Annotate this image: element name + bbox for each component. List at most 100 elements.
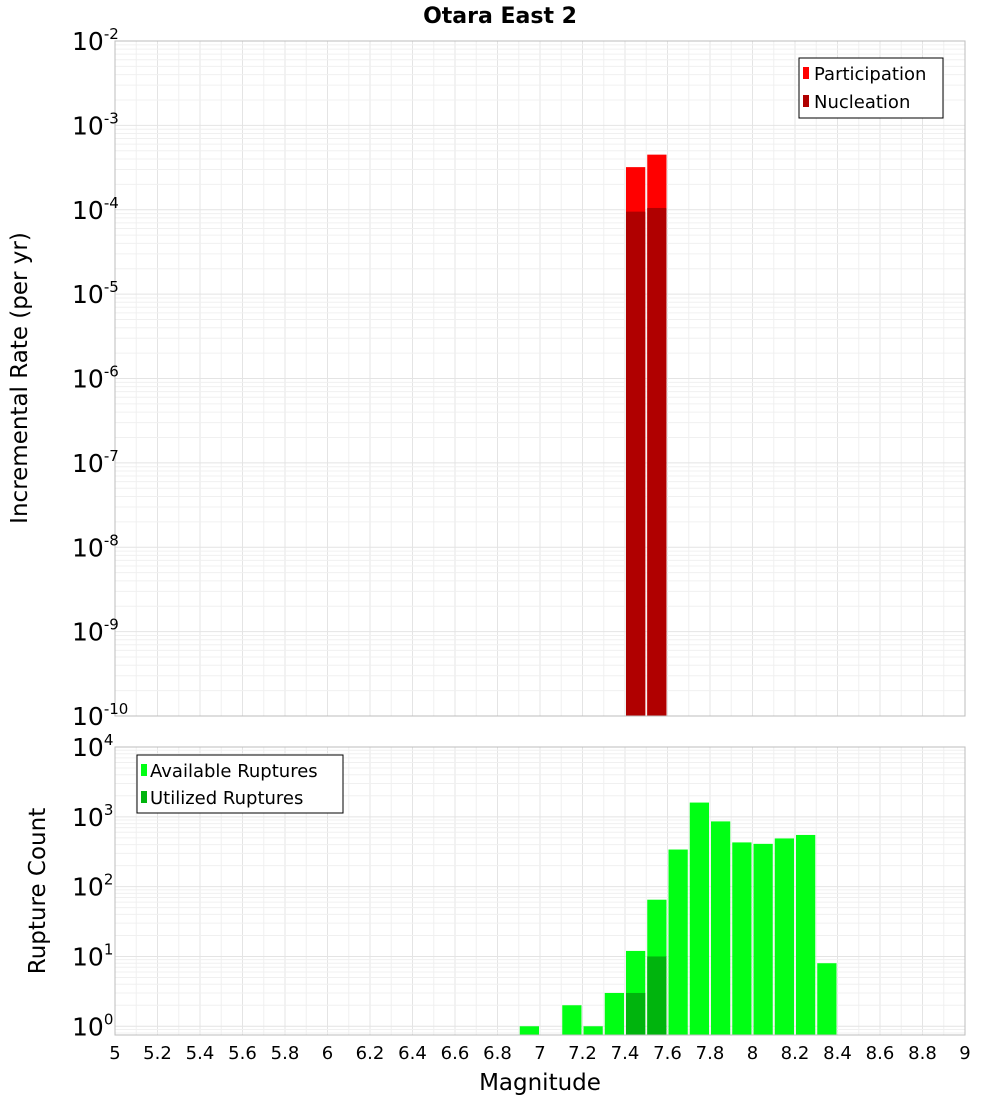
utilized-legend-swatch bbox=[141, 791, 147, 803]
y-tick-base: 10 bbox=[72, 449, 104, 478]
y-tick-label: 10-7 bbox=[72, 447, 119, 478]
utilized-ruptures-bar-m7_45 bbox=[626, 992, 646, 1035]
bottom-legend-box bbox=[136, 754, 344, 814]
x-tick-label: 6.4 bbox=[398, 1043, 427, 1064]
y-tick-label: 10-10 bbox=[72, 700, 128, 731]
y-tick-label: 10-8 bbox=[72, 531, 119, 562]
participation-legend-label: Participation bbox=[814, 64, 926, 85]
available-ruptures-bar-m6_95 bbox=[519, 1026, 539, 1035]
y-tick-base: 10 bbox=[72, 873, 104, 902]
x-tick-label: 5.4 bbox=[186, 1043, 215, 1064]
x-tick-label: 7.4 bbox=[611, 1043, 640, 1064]
y-tick-label: 102 bbox=[72, 871, 113, 902]
y-tick-label: 10-5 bbox=[72, 278, 119, 309]
bottom-y-axis-label: Rupture Count bbox=[25, 808, 51, 974]
x-axis-label: Magnitude bbox=[479, 1070, 601, 1096]
y-tick-base: 10 bbox=[72, 196, 104, 225]
participation-legend-swatch bbox=[803, 67, 809, 79]
nucleation-bar-m7_55 bbox=[647, 207, 667, 716]
available-ruptures-bar-m7_65 bbox=[668, 849, 688, 1035]
y-tick-base: 10 bbox=[72, 111, 104, 140]
x-tick-label: 8.2 bbox=[781, 1043, 810, 1064]
y-tick-base: 10 bbox=[72, 803, 104, 832]
x-tick-label: 6 bbox=[322, 1043, 333, 1064]
x-tick-label: 5.2 bbox=[143, 1043, 172, 1064]
chart-title: Otara East 2 bbox=[423, 4, 577, 29]
y-tick-base: 10 bbox=[72, 27, 104, 56]
top-y-axis-label: Incremental Rate (per yr) bbox=[7, 232, 33, 524]
top-legend: Participation Nucleation bbox=[798, 57, 944, 119]
y-tick-base: 10 bbox=[72, 280, 104, 309]
y-tick-exponent: 2 bbox=[104, 871, 114, 889]
x-tick-label: 6.2 bbox=[356, 1043, 385, 1064]
y-tick-label: 10-6 bbox=[72, 363, 119, 394]
incremental-rate-panel: 10-210-310-410-510-610-710-810-910-10 In… bbox=[7, 25, 966, 731]
available-ruptures-bar-m7_25 bbox=[583, 1026, 603, 1035]
x-tick-label: 9 bbox=[959, 1043, 970, 1064]
x-tick-label: 6.6 bbox=[441, 1043, 470, 1064]
available-ruptures-bar-m7_95 bbox=[732, 842, 752, 1035]
available-ruptures-bar-m8_35 bbox=[817, 963, 837, 1035]
top-y-tick-labels: 10-210-310-410-510-610-710-810-910-10 bbox=[72, 25, 128, 731]
y-tick-label: 100 bbox=[72, 1010, 113, 1041]
x-tick-label: 7.8 bbox=[696, 1043, 725, 1064]
y-tick-label: 101 bbox=[72, 940, 113, 971]
bottom-bars bbox=[519, 802, 837, 1035]
x-tick-label: 7.2 bbox=[568, 1043, 597, 1064]
y-tick-label: 104 bbox=[72, 731, 113, 762]
y-tick-label: 10-3 bbox=[72, 109, 119, 140]
y-tick-label: 10-9 bbox=[72, 616, 119, 647]
y-tick-exponent: -3 bbox=[104, 109, 119, 127]
y-tick-exponent: -2 bbox=[104, 25, 119, 43]
y-tick-exponent: -6 bbox=[104, 363, 119, 381]
x-tick-label: 5 bbox=[109, 1043, 120, 1064]
y-tick-base: 10 bbox=[72, 1012, 104, 1041]
available-ruptures-bar-m8_15 bbox=[774, 838, 794, 1035]
bottom-plot-frame bbox=[114, 746, 966, 1036]
top-plot-frame bbox=[114, 40, 966, 717]
top-bars bbox=[626, 154, 667, 716]
nucleation-legend-label: Nucleation bbox=[814, 92, 910, 113]
available-ruptures-bar-m7_75 bbox=[689, 802, 709, 1035]
y-tick-base: 10 bbox=[72, 702, 104, 731]
y-tick-exponent: 1 bbox=[104, 940, 114, 958]
y-tick-exponent: 0 bbox=[104, 1010, 114, 1028]
top-gridlines bbox=[114, 40, 966, 717]
nucleation-legend-swatch bbox=[803, 95, 809, 107]
available-ruptures-bar-m7_35 bbox=[604, 992, 624, 1035]
y-tick-exponent: 4 bbox=[104, 731, 114, 749]
x-tick-label: 8 bbox=[747, 1043, 758, 1064]
available-legend-label: Available Ruptures bbox=[150, 761, 318, 782]
y-tick-label: 103 bbox=[72, 801, 113, 832]
y-tick-label: 10-2 bbox=[72, 25, 119, 56]
y-tick-exponent: -4 bbox=[104, 194, 119, 212]
x-tick-labels: 5 5.2 5.4 5.6 5.8 6 6.2 6.4 6.6 6.8 7 7.2 7.4 7.6 7.8 8… bbox=[109, 1043, 970, 1064]
available-ruptures-bar-m7_15 bbox=[562, 1005, 582, 1035]
y-tick-base: 10 bbox=[72, 533, 104, 562]
x-tick-label: 8.4 bbox=[823, 1043, 852, 1064]
y-tick-base: 10 bbox=[72, 365, 104, 394]
x-tick-label: 7.6 bbox=[653, 1043, 682, 1064]
y-tick-exponent: -10 bbox=[104, 700, 129, 718]
utilized-legend-label: Utilized Ruptures bbox=[150, 788, 303, 809]
y-tick-exponent: -9 bbox=[104, 616, 119, 634]
top-legend-box bbox=[798, 57, 944, 119]
x-tick-label: 8.8 bbox=[908, 1043, 937, 1064]
available-ruptures-bar-m7_85 bbox=[711, 821, 731, 1035]
x-tick-label: 5.6 bbox=[228, 1043, 257, 1064]
x-tick-label: 6.8 bbox=[483, 1043, 512, 1064]
y-tick-base: 10 bbox=[72, 942, 104, 971]
x-tick-label: 7 bbox=[534, 1043, 545, 1064]
bottom-legend: Available Ruptures Utilized Ruptures bbox=[136, 754, 344, 814]
y-tick-exponent: 3 bbox=[104, 801, 114, 819]
x-tick-label: 8.6 bbox=[866, 1043, 895, 1064]
y-tick-label: 10-4 bbox=[72, 194, 119, 225]
y-tick-exponent: -8 bbox=[104, 531, 119, 549]
y-tick-base: 10 bbox=[72, 618, 104, 647]
y-tick-exponent: -5 bbox=[104, 278, 119, 296]
y-tick-base: 10 bbox=[72, 733, 104, 762]
available-ruptures-bar-m8_25 bbox=[796, 834, 816, 1035]
